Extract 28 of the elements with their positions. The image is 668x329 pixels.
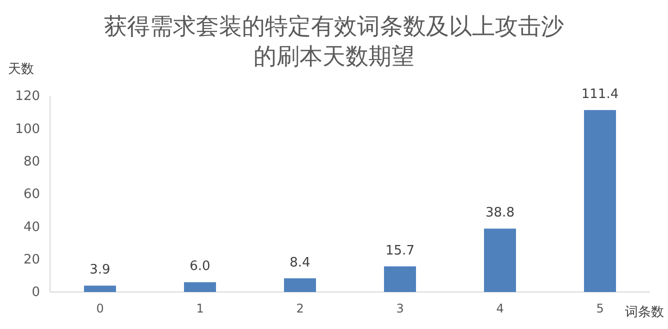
- bar: [484, 228, 516, 292]
- x-axis-title: 词条数: [625, 305, 664, 320]
- x-tick-label: 4: [496, 302, 504, 316]
- x-tick-label: 2: [296, 302, 304, 316]
- bar: [184, 282, 216, 292]
- y-axis-title: 天数: [8, 62, 34, 77]
- x-tick-label: 3: [396, 302, 404, 316]
- data-label: 38.8: [486, 206, 514, 221]
- x-tick-label: 5: [596, 302, 604, 316]
- bar: [84, 286, 116, 292]
- bar: [384, 266, 416, 292]
- y-tick-label: 20: [23, 252, 40, 268]
- y-tick-label: 80: [23, 154, 40, 170]
- data-label: 3.9: [90, 262, 110, 278]
- y-tick-label: 120: [15, 89, 40, 104]
- y-tick-label: 60: [23, 187, 40, 202]
- y-tick-label: 0: [32, 285, 40, 300]
- x-tick-label: 1: [196, 302, 204, 316]
- y-tick-label: 40: [23, 220, 40, 235]
- data-label: 6.0: [190, 259, 210, 274]
- bar: [584, 110, 616, 292]
- y-tick-label: 100: [15, 122, 40, 137]
- x-tick-label: 0: [96, 302, 104, 316]
- chart-title: 获得需求套装的特定有效词条数及以上攻击沙的刷本天数期望: [104, 14, 564, 70]
- data-label: 8.4: [290, 255, 310, 270]
- data-label: 111.4: [581, 87, 619, 102]
- data-label: 15.7: [386, 243, 414, 258]
- bar: [284, 278, 316, 292]
